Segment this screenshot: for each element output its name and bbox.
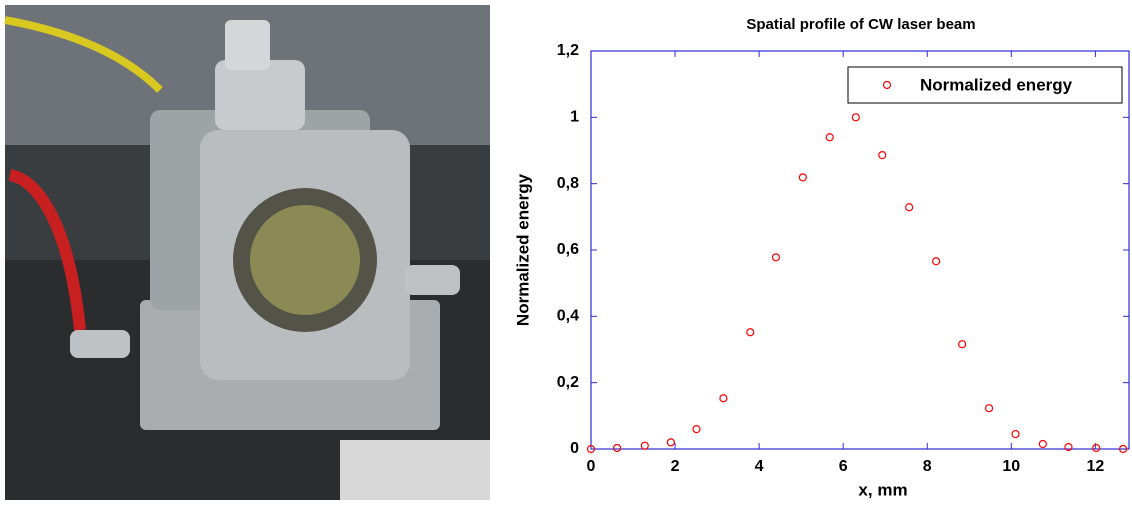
x-tick-label: 12 — [1086, 458, 1104, 475]
point — [586, 444, 596, 454]
x-axis-label: x, mm — [858, 480, 907, 499]
point — [719, 394, 728, 403]
point — [1064, 442, 1073, 452]
x-tick-label: 4 — [755, 458, 764, 475]
y-tick-label: 0,8 — [557, 175, 579, 192]
point — [746, 328, 755, 337]
point — [1011, 429, 1020, 439]
x-tick-label: 6 — [839, 458, 848, 475]
chart-title: Spatial profile of CW laser beam — [746, 16, 975, 33]
y-tick-label: 1 — [570, 109, 579, 126]
y-tick-label: 0,4 — [557, 308, 579, 325]
legend-marker — [882, 80, 892, 90]
plot-frame — [590, 50, 1130, 450]
point — [878, 151, 887, 160]
point — [1038, 439, 1047, 449]
point — [612, 443, 622, 453]
y-axis-label: Normalized energy — [513, 173, 532, 326]
point — [825, 133, 834, 142]
point — [771, 253, 781, 262]
point — [931, 257, 941, 266]
x-tick-label: 2 — [671, 458, 680, 475]
y-tick-label: 0 — [570, 440, 579, 457]
x-tick-label: 0 — [587, 458, 596, 475]
point — [905, 203, 914, 212]
point — [692, 425, 701, 434]
point — [1092, 443, 1101, 453]
y-tick-label: 0,2 — [557, 374, 579, 391]
point — [798, 173, 807, 182]
y-tick-label: 1,2 — [557, 42, 579, 59]
point — [984, 404, 994, 413]
point — [851, 113, 860, 122]
x-tick-label: 10 — [1002, 458, 1020, 475]
legend-box — [847, 66, 1123, 104]
point — [1119, 444, 1128, 454]
legend-label: Normalized energy — [920, 75, 1073, 94]
photo — [4, 5, 490, 500]
point — [666, 438, 675, 447]
y-tick-label: 0,6 — [557, 241, 579, 258]
x-tick-label: 8 — [923, 458, 932, 475]
point — [640, 441, 649, 450]
point — [958, 340, 967, 349]
